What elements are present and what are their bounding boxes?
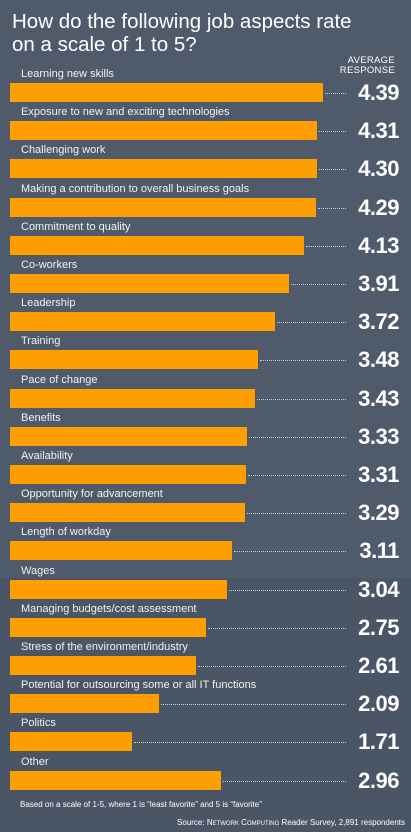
bar-label: Learning new skills — [21, 68, 114, 80]
bar-label: Politics — [21, 717, 56, 730]
bar-value-label: 4.13 — [358, 232, 399, 258]
bar — [10, 159, 317, 179]
bar — [10, 312, 276, 332]
source-publication: Network Computing — [206, 818, 280, 827]
bar-label: Co-workers — [21, 259, 78, 271]
bar-label: Exposure to new and exciting technologie… — [21, 106, 230, 119]
bar — [10, 350, 259, 370]
bar-label: Opportunity for advancement — [21, 488, 163, 501]
leader-dots — [256, 398, 346, 400]
leader-dots — [198, 666, 346, 667]
leader-dots — [246, 513, 346, 515]
bar-label: Managing budgets/cost assessment — [21, 602, 197, 615]
bar-value-label: 4.31 — [358, 118, 399, 144]
bar — [10, 274, 289, 293]
bar-label: Benefits — [21, 411, 61, 424]
leader-dots — [290, 284, 346, 285]
bar-value-label: 3.29 — [358, 500, 399, 526]
bar — [10, 503, 245, 523]
leader-dots — [233, 551, 346, 553]
bar-value-label: 2.75 — [358, 614, 399, 640]
leader-dots — [318, 169, 346, 171]
leader-dots — [133, 742, 346, 744]
leader-dots — [248, 475, 346, 476]
leader-dots — [306, 245, 346, 247]
bar — [10, 121, 318, 141]
bar — [10, 617, 207, 637]
bar-value-label: 2.09 — [358, 691, 399, 717]
bar-label: Wages — [21, 564, 55, 577]
bar-label: Challenging work — [21, 144, 106, 157]
bar-value-label: 2.96 — [358, 767, 399, 793]
bar — [10, 541, 232, 561]
bar-value-label: 4.29 — [358, 194, 399, 220]
bar-value-label: 2.61 — [358, 653, 399, 678]
bar-value-label: 3.43 — [358, 385, 399, 411]
bar-label: Commitment to quality — [21, 220, 131, 233]
footnote: Based on a scale of 1-5, where 1 is “lea… — [20, 800, 262, 809]
bar-label: Pace of change — [21, 373, 98, 386]
bar-label: Length of workday — [21, 526, 111, 539]
bar-label: Making a contribution to overall busines… — [21, 182, 250, 195]
bar — [10, 197, 316, 217]
source-note: Source: Network Computing Reader Survey,… — [177, 818, 405, 828]
leader-dots — [223, 780, 346, 782]
bar — [10, 770, 222, 790]
leader-dots — [208, 627, 346, 629]
leader-dots — [325, 93, 346, 94]
source-prefix: Source: — [177, 818, 207, 827]
bar-label: Availability — [21, 450, 73, 462]
bar-value-label: 3.04 — [358, 576, 399, 602]
bar-value-label: 3.11 — [359, 538, 399, 564]
bar — [10, 694, 160, 714]
bar — [10, 465, 246, 484]
bar — [10, 732, 132, 752]
bar-value-label: 3.31 — [358, 462, 399, 487]
bar — [10, 579, 227, 599]
bar-value-label: 3.72 — [358, 309, 399, 335]
bar-value-label: 4.39 — [358, 80, 399, 105]
source-suffix: Reader Survey, 2,891 respondents — [279, 818, 406, 827]
bar-value-label: 4.30 — [358, 156, 399, 182]
bar — [10, 426, 248, 446]
bar-label: Training — [21, 335, 61, 348]
leader-dots — [260, 360, 346, 362]
leader-dots — [317, 207, 346, 209]
leader-dots — [249, 436, 346, 438]
bar — [10, 235, 305, 255]
bar-value-label: 3.48 — [358, 347, 399, 373]
leader-dots — [277, 322, 346, 324]
chart-title: How do the following job aspects rate on… — [12, 10, 352, 56]
average-response-header: AVERAGE RESPONSE — [339, 55, 395, 76]
leader-dots — [228, 589, 346, 591]
bar-value-label: 1.71 — [358, 729, 399, 755]
bar — [10, 83, 323, 102]
leader-dots — [161, 704, 346, 706]
bar-label: Stress of the environment/industry — [21, 641, 188, 653]
bar — [10, 656, 197, 675]
leader-dots — [319, 131, 346, 133]
bar-value-label: 3.33 — [358, 423, 399, 449]
bar-label: Potential for outsourcing some or all IT… — [21, 679, 257, 692]
bar-value-label: 3.91 — [358, 271, 399, 296]
bar-label: Leadership — [21, 297, 76, 310]
bar-label: Other — [21, 755, 49, 768]
bar — [10, 388, 255, 408]
